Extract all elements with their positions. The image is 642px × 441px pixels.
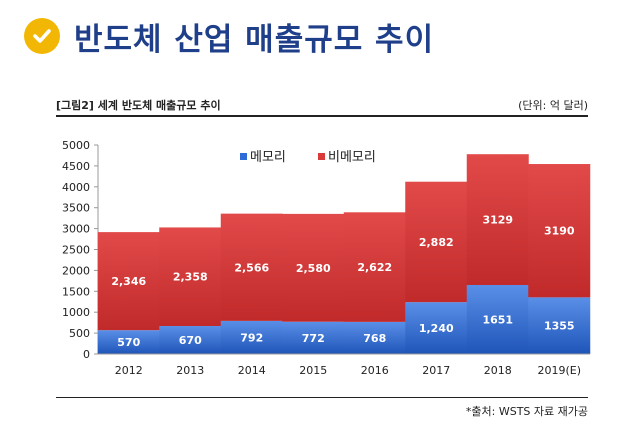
bar-non-memory	[343, 212, 406, 322]
x-tick-label: 2015	[299, 364, 327, 377]
y-tick-label: 0	[83, 348, 90, 361]
legend-label: 메모리	[250, 150, 286, 165]
y-tick-label: 2500	[62, 244, 90, 257]
bar-non-memory	[466, 154, 529, 285]
bar-memory	[405, 302, 468, 354]
bar-memory	[97, 330, 160, 354]
legend-label: 비메모리	[328, 150, 376, 165]
data-label-memory: 570	[117, 336, 140, 349]
y-tick-label: 4000	[62, 181, 90, 194]
figure-header: [그림2] 세계 반도체 매출규모 추이 (단위: 억 달러)	[56, 97, 588, 117]
x-tick-label: 2013	[176, 364, 204, 377]
data-label-non-memory: 2,580	[296, 262, 331, 275]
legend-swatch	[240, 153, 247, 160]
bar-memory	[159, 325, 222, 354]
bar-non-memory	[282, 213, 345, 322]
x-tick-label: 2014	[238, 364, 266, 377]
legend-swatch	[318, 153, 325, 160]
y-tick-label: 1000	[62, 306, 90, 319]
data-label-non-memory: 3190	[544, 225, 575, 238]
bar-non-memory	[405, 181, 468, 303]
data-label-memory: 772	[302, 332, 325, 345]
y-axis: 0 500 1000 1500 2000 2500 3000 3500 4000 4500 5000	[62, 139, 99, 361]
page-title: 반도체 산업 매출규모 추이	[74, 21, 435, 58]
check-icon	[24, 18, 60, 54]
data-label-memory: 768	[363, 332, 386, 345]
figure-unit: (단위: 억 달러)	[518, 99, 588, 112]
data-label-memory: 670	[179, 334, 202, 347]
data-label-memory: 1355	[544, 320, 575, 333]
x-axis: 2012 2013 2014 2015 2016 2017 2018 2019(E)	[98, 353, 590, 377]
x-tick-label: 2017	[422, 364, 450, 377]
y-tick-label: 5000	[62, 139, 90, 152]
y-tick-label: 3500	[62, 202, 90, 215]
data-label-memory: 792	[240, 331, 263, 344]
data-label-memory: 1651	[482, 313, 513, 326]
x-tick-label: 2016	[361, 364, 389, 377]
data-label-non-memory: 2,622	[357, 261, 392, 274]
y-tick-label: 3000	[62, 223, 90, 236]
footer-divider	[56, 397, 588, 398]
bar-non-memory	[97, 232, 160, 331]
x-tick-label: 2018	[484, 364, 512, 377]
y-tick-label: 2000	[62, 264, 90, 277]
data-label-non-memory: 2,358	[173, 271, 208, 284]
y-tick-label: 4500	[62, 160, 90, 173]
bars: 570 2,346 670 2,358 792 2,566 772 2,580 768 2,622…	[97, 154, 591, 354]
bar-memory	[220, 320, 283, 354]
source-note: *출처: WSTS 자료 재가공	[465, 405, 588, 418]
bar-memory	[343, 321, 406, 354]
data-label-non-memory: 3129	[482, 214, 513, 227]
x-tick-label: 2019(E)	[537, 364, 581, 377]
figure-caption: [그림2] 세계 반도체 매출규모 추이	[56, 99, 221, 112]
bar-memory	[528, 297, 591, 354]
data-label-non-memory: 2,882	[419, 236, 454, 249]
data-label-non-memory: 2,346	[111, 275, 146, 288]
y-tick-label: 500	[69, 327, 90, 340]
data-label-memory: 1,240	[419, 322, 454, 335]
x-tick-label: 2012	[115, 364, 143, 377]
y-tick-label: 1500	[62, 285, 90, 298]
bar-memory	[282, 321, 345, 354]
bar-memory	[466, 284, 529, 354]
bar-non-memory	[528, 164, 591, 298]
data-label-non-memory: 2,566	[234, 261, 269, 274]
page-header: 반도체 산업 매출규모 추이	[24, 12, 434, 60]
bar-non-memory	[159, 227, 222, 326]
bar-non-memory	[220, 213, 283, 321]
legend: 메모리 비메모리	[240, 150, 376, 165]
